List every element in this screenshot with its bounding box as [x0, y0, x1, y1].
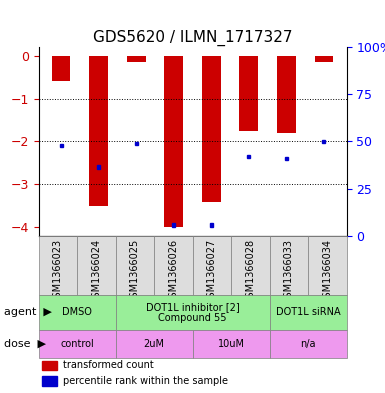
Bar: [52, 56, 70, 81]
FancyBboxPatch shape: [38, 236, 77, 295]
FancyBboxPatch shape: [192, 330, 270, 358]
Bar: [60, 144, 62, 147]
Bar: [210, 223, 213, 227]
Bar: [247, 155, 250, 158]
Title: GDS5620 / ILMN_1717327: GDS5620 / ILMN_1717327: [93, 29, 292, 46]
FancyBboxPatch shape: [270, 236, 308, 295]
Bar: [315, 56, 333, 62]
Bar: [285, 157, 288, 160]
FancyBboxPatch shape: [270, 295, 346, 330]
FancyBboxPatch shape: [38, 295, 116, 330]
FancyBboxPatch shape: [270, 330, 346, 358]
Bar: [97, 165, 100, 169]
Bar: [323, 140, 325, 143]
Text: percentile rank within the sample: percentile rank within the sample: [63, 376, 228, 386]
Text: GSM1366026: GSM1366026: [168, 239, 178, 304]
Text: 2uM: 2uM: [144, 339, 164, 349]
Text: GSM1366028: GSM1366028: [245, 239, 255, 304]
Text: dose  ▶: dose ▶: [4, 339, 46, 349]
Bar: [42, 376, 57, 386]
FancyBboxPatch shape: [116, 330, 192, 358]
FancyBboxPatch shape: [154, 236, 192, 295]
Bar: [42, 361, 57, 370]
Bar: [164, 56, 183, 227]
Text: GSM1366034: GSM1366034: [322, 239, 332, 304]
FancyBboxPatch shape: [308, 236, 346, 295]
Bar: [172, 223, 175, 227]
Text: GSM1366025: GSM1366025: [130, 239, 140, 304]
FancyBboxPatch shape: [231, 236, 270, 295]
Text: GSM1366024: GSM1366024: [91, 239, 101, 304]
Text: n/a: n/a: [300, 339, 316, 349]
FancyBboxPatch shape: [77, 236, 116, 295]
Text: GSM1366027: GSM1366027: [207, 239, 217, 304]
Bar: [277, 56, 296, 133]
Text: control: control: [60, 339, 94, 349]
Text: agent  ▶: agent ▶: [4, 307, 52, 318]
Text: 10uM: 10uM: [218, 339, 244, 349]
Bar: [127, 56, 146, 62]
Bar: [89, 56, 108, 206]
Bar: [135, 142, 138, 145]
Text: transformed count: transformed count: [63, 360, 154, 371]
Bar: [239, 56, 258, 131]
Text: DMSO: DMSO: [62, 307, 92, 318]
FancyBboxPatch shape: [116, 295, 270, 330]
Bar: [202, 56, 221, 202]
FancyBboxPatch shape: [116, 236, 154, 295]
Text: DOT1L inhibitor [2]
Compound 55: DOT1L inhibitor [2] Compound 55: [146, 302, 239, 323]
FancyBboxPatch shape: [38, 330, 116, 358]
Text: GSM1366033: GSM1366033: [284, 239, 294, 304]
FancyBboxPatch shape: [192, 236, 231, 295]
Text: GSM1366023: GSM1366023: [53, 239, 63, 304]
Text: DOT1L siRNA: DOT1L siRNA: [276, 307, 340, 318]
